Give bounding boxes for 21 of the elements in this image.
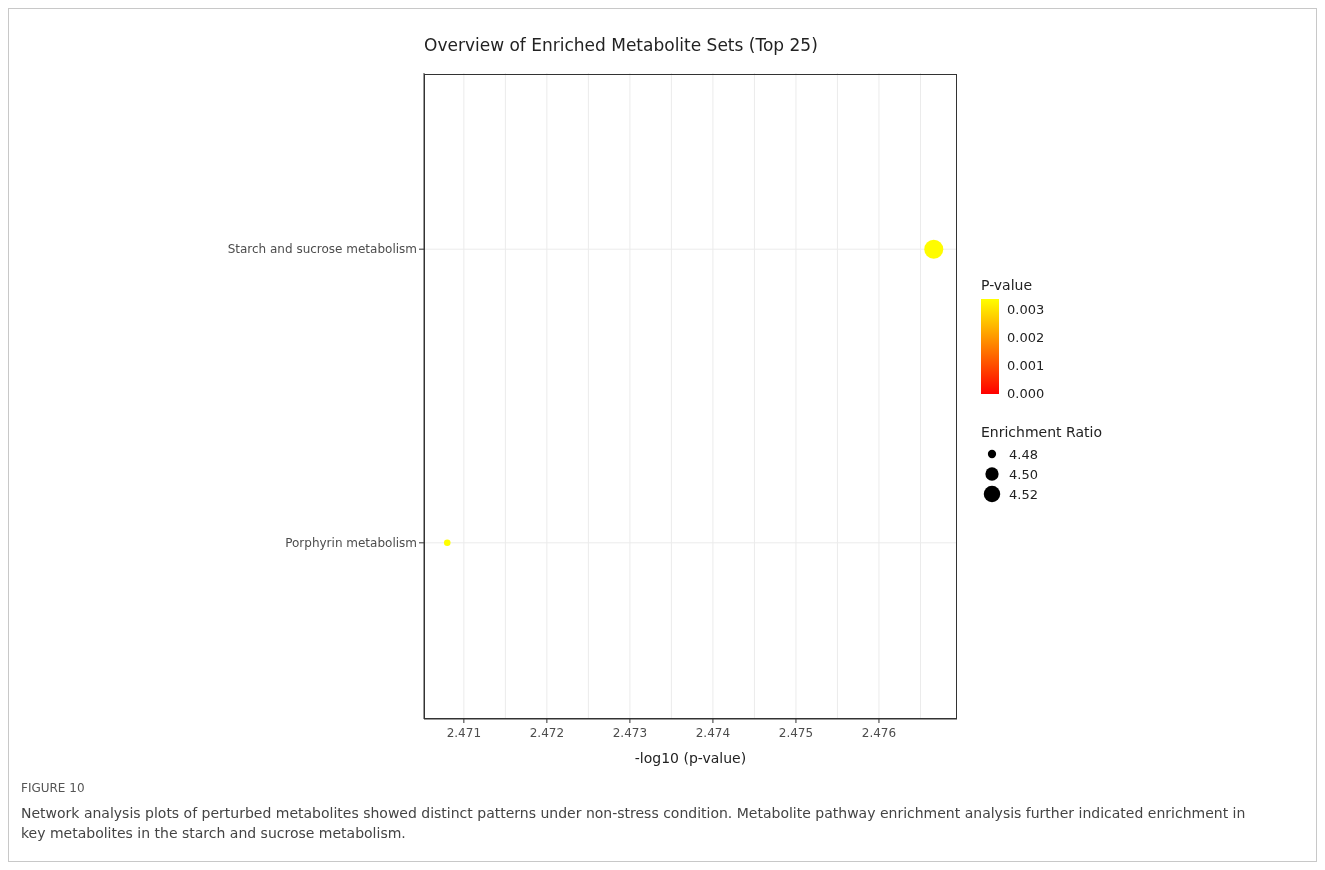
legend-label: 4.52	[1009, 486, 1038, 502]
chart-title: Overview of Enriched Metabolite Sets (Top 25)	[424, 35, 819, 55]
x-tick-label: 2.475	[778, 726, 814, 740]
legend-title: Enrichment Ratio	[981, 424, 1102, 440]
x-axis-title: -log10 (p-value)	[634, 750, 747, 766]
x-tick-label: 2.472	[529, 726, 565, 740]
x-tick-label: 2.471	[446, 726, 482, 740]
x-tick-label: 2.476	[861, 726, 897, 740]
x-tick-label: 2.473	[612, 726, 648, 740]
x-tick-label: 2.474	[695, 726, 731, 740]
color-bar-label: 0.002	[1007, 328, 1045, 347]
caption: FIGURE 10	[21, 781, 85, 795]
text: Network analysis plots of perturbed metabolites showed distinct patterns under non-stress condition. Metabolite pathway enrichment analysis further indicated enrichment in key metabolites in the starch and sucrose metabolism.	[21, 804, 1247, 843]
color-bar-title: P-value	[981, 277, 1034, 293]
legend-label: 4.48	[1009, 446, 1038, 462]
color-bar-label: 0.001	[1007, 356, 1045, 375]
legend-label: 4.50	[1009, 466, 1038, 482]
y-tick-label: Porphyrin metabolism	[285, 536, 417, 551]
y-tick-label: Starch and sucrose metabolism	[227, 242, 417, 257]
color-bar-label: 0.003	[1007, 300, 1045, 319]
color-bar-label: 0.000	[1007, 385, 1045, 403]
